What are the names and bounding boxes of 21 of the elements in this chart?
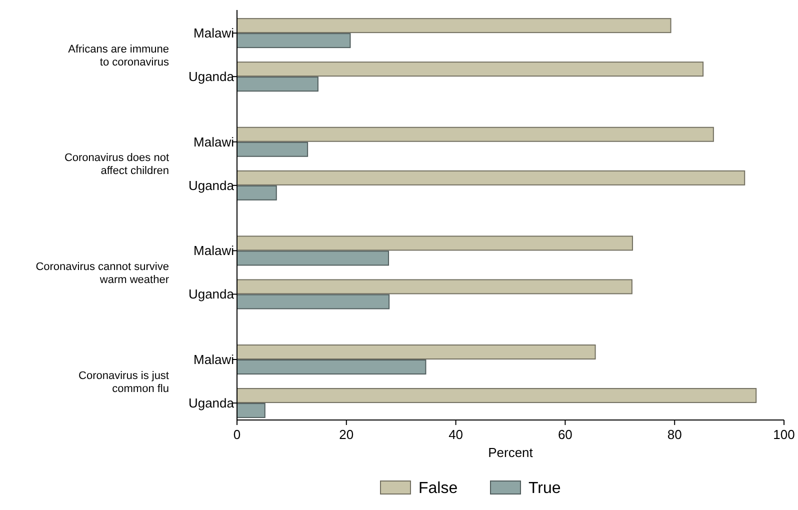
x-tick-label: 100 [773, 427, 795, 442]
y-tick-label: Uganda [188, 178, 235, 193]
legend-label: True [528, 480, 561, 497]
x-tick-label: 0 [233, 427, 241, 442]
y-tick-label: Malawi [194, 26, 234, 41]
y-tick-label: Malawi [194, 352, 234, 367]
y-tick-label: Malawi [194, 243, 234, 258]
x-tick-label: 40 [448, 427, 464, 442]
text: Africans are immune to coronavirus [68, 43, 170, 68]
y-tick-label: Uganda [188, 286, 235, 302]
x-tick-label: 60 [558, 427, 572, 442]
y-tick-label: Uganda [188, 69, 235, 84]
legend-label: False [418, 480, 458, 497]
text: Coronavirus does not affect children [64, 152, 169, 178]
x-tick-label: 80 [667, 427, 682, 442]
x-tick-label: 20 [339, 427, 354, 442]
text: Coronavirus is just common flu [78, 370, 169, 395]
x-axis-title: Percent [488, 445, 534, 460]
y-tick-label: Uganda [188, 396, 235, 411]
text: Coronavirus cannot survive warm weather [36, 260, 170, 286]
y-tick-label: Malawi [194, 134, 234, 150]
